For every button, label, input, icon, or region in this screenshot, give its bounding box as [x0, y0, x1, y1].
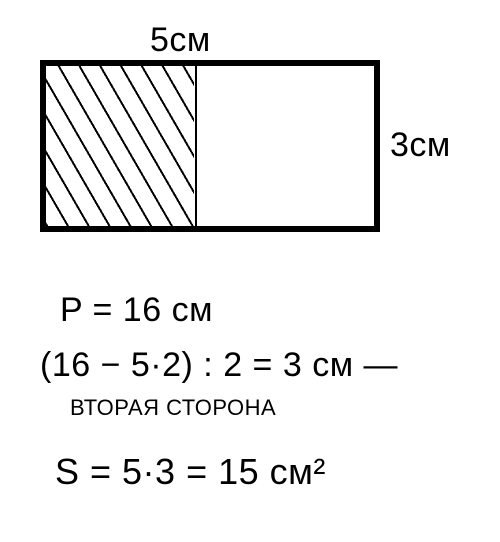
vertical-divider	[195, 66, 197, 226]
math-diagram: 5см 3см P = 16 см (16 − 5·2) : 2 = 3 см …	[0, 0, 500, 542]
label-top: 5см	[150, 20, 211, 61]
area-line: S = 5·3 = 15 см²	[55, 450, 326, 493]
perimeter-line: P = 16 см	[60, 290, 213, 331]
calc-line: (16 − 5·2) : 2 = 3 см —	[40, 345, 398, 386]
label-right: 3см	[390, 125, 451, 166]
hatched-region	[46, 66, 194, 226]
calc-note: ВТОРАЯ СТОРОНА	[70, 395, 276, 421]
